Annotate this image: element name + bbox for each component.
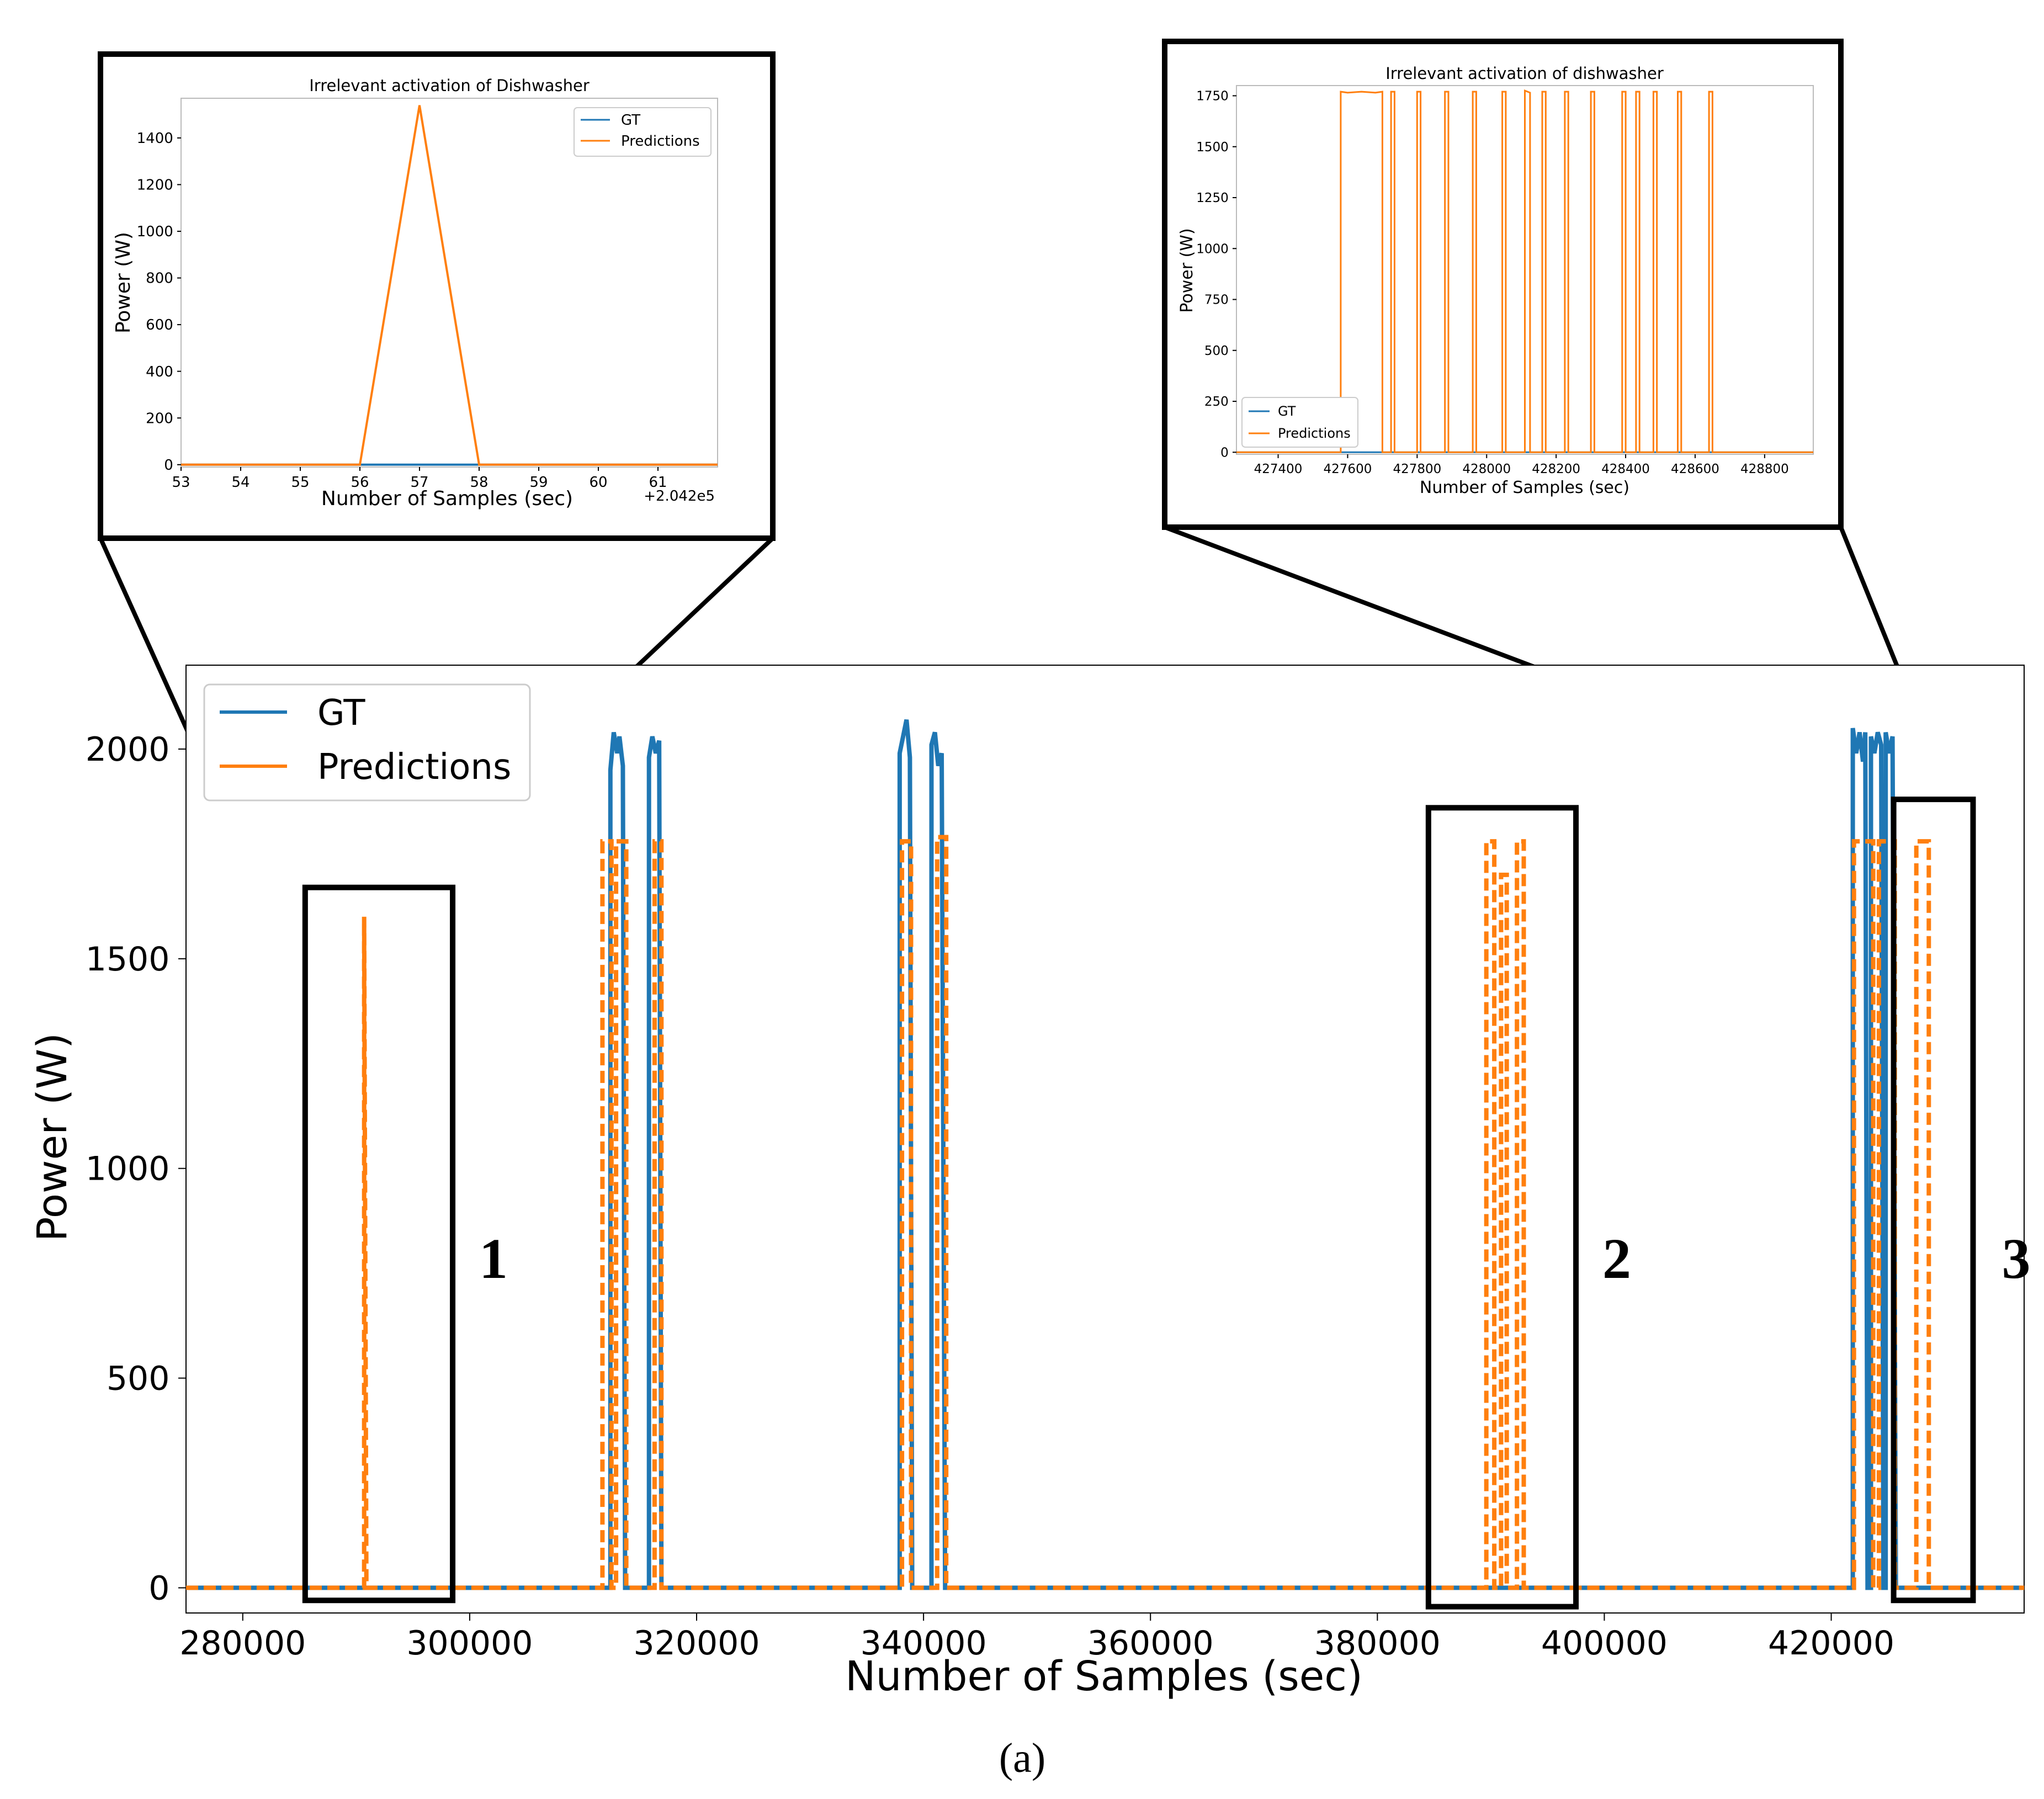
main-plot-area	[185, 665, 2025, 1614]
main-x-tick-label: 360000	[1087, 1624, 1214, 1663]
inset-2-x-tick-label: 428200	[1532, 462, 1580, 476]
inset-2: 427400 427600 427800 428000 428200 428400 4286…	[1162, 39, 1844, 530]
inset-1-x-tick-label: 57	[410, 474, 428, 491]
inset-1-x-tick-label: 61	[649, 474, 667, 491]
main-x-axis-label: Number of Samples (sec)	[845, 1653, 1363, 1700]
inset-1-x-tick-label: 56	[351, 474, 369, 491]
inset-1-title: Irrelevant activation of Dishwasher	[309, 76, 590, 95]
main-series-predictions	[186, 835, 2024, 1590]
inset-2-x-tick-label: 427400	[1254, 462, 1303, 476]
inset-1-x-axis-label: Number of Samples (sec)	[321, 487, 573, 510]
inset-2-legend-predictions-label: Predictions	[1278, 426, 1351, 441]
inset-1-y-tick-label: 1200	[137, 177, 173, 194]
inset-1-y-axis-label: Power (W)	[112, 232, 135, 333]
inset-2-y-tick-label: 250	[1204, 395, 1229, 409]
inset-2-y-tick-label: 500	[1204, 344, 1229, 358]
inset-2-y-axis-label: Power (W)	[1177, 228, 1197, 312]
main-y-tick-label: 0	[148, 1569, 169, 1607]
inset-1-legend-gt-label: GT	[621, 112, 640, 129]
inset-2-x-tick-label: 428400	[1601, 462, 1650, 476]
main-x-tick-label: 420000	[1768, 1624, 1894, 1663]
inset-1: 53 54 55 56 57 58 59 60 61 0 200 400 600 800 1000 1200…	[98, 51, 776, 541]
inset-1-x-tick-label: 60	[589, 474, 607, 491]
inset-2-x-axis-label: Number of Samples (sec)	[1420, 478, 1629, 497]
highlight-box-label-2: 2	[1602, 1227, 1631, 1291]
inset-2-y-tick-label: 1250	[1196, 191, 1229, 205]
inset-2-y-tick-label: 0	[1220, 445, 1229, 460]
inset-1-x-tick-label: 53	[172, 474, 190, 491]
inset-2-legend-gt-label: GT	[1278, 404, 1296, 419]
highlight-box-2	[1425, 805, 1579, 1610]
inset-2-title: Irrelevant activation of dishwasher	[1385, 64, 1664, 83]
inset-2-x-tick-label: 427600	[1324, 462, 1372, 476]
inset-2-y-tick-label: 750	[1204, 293, 1229, 307]
inset-1-legend-predictions-label: Predictions	[621, 133, 700, 150]
inset-1-y-tick-label: 0	[164, 457, 173, 474]
main-x-tick-label: 340000	[861, 1624, 987, 1663]
inset-2-x-tick-label: 427800	[1393, 462, 1441, 476]
highlight-box-label-3: 3	[2002, 1227, 2031, 1291]
inset-2-y-tick-label: 1750	[1196, 89, 1229, 104]
inset-1-y-tick-label: 400	[146, 364, 173, 380]
main-x-tick-label: 380000	[1314, 1624, 1441, 1663]
main-legend-gt-label: GT	[317, 693, 365, 734]
highlight-box-1	[302, 884, 456, 1604]
main-legend: GT Predictions	[203, 683, 531, 802]
highlight-box-label-1: 1	[479, 1227, 508, 1291]
inset-1-legend: GT Predictions	[574, 107, 712, 157]
main-y-axis-label: Power (W)	[29, 1033, 76, 1241]
inset-1-series-predictions	[181, 105, 718, 466]
inset-2-legend: GT Predictions	[1241, 397, 1358, 448]
inset-1-x-tick-label: 54	[231, 474, 249, 491]
inset-1-y-tick-label: 600	[146, 317, 173, 333]
main-y-tick-label: 1500	[86, 940, 170, 979]
main-x-tick-label: 280000	[179, 1624, 306, 1663]
main-x-tick-label: 400000	[1541, 1624, 1668, 1663]
main-y-tick-label: 1000	[86, 1150, 170, 1188]
inset-1-y-tick-label: 1000	[137, 224, 173, 240]
main-x-tick-label: 300000	[406, 1624, 533, 1663]
inset-2-y-tick-label: 1000	[1196, 242, 1229, 256]
inset-1-offset-label: +2.042e5	[644, 488, 715, 505]
main-y-tick-label: 500	[107, 1360, 170, 1398]
main-chart: 280000 300000 320000 340000 360000 380000 4000…	[29, 665, 2031, 1700]
main-y-tick-label: 2000	[86, 730, 170, 769]
inset-2-series-predictions	[1236, 89, 1813, 453]
inset-2-x-tick-label: 428600	[1671, 462, 1719, 476]
inset-2-legend-frame	[1241, 397, 1358, 448]
inset-2-x-tick-label: 428000	[1462, 462, 1511, 476]
inset-1-y-tick-label: 1400	[137, 130, 173, 147]
main-x-tick-label: 320000	[633, 1624, 760, 1663]
inset-1-y-tick-label: 200	[146, 410, 173, 427]
highlight-box-3	[1891, 797, 1976, 1604]
inset-2-y-tick-label: 1500	[1196, 140, 1229, 155]
inset-1-x-tick-label: 58	[470, 474, 488, 491]
inset-2-x-tick-label: 428800	[1740, 462, 1789, 476]
inset-1-x-tick-label: 55	[291, 474, 309, 491]
figure-caption: (a)	[999, 1735, 1045, 1781]
inset-1-y-tick-label: 800	[146, 270, 173, 287]
main-legend-predictions-label: Predictions	[317, 747, 511, 788]
inset-1-x-tick-label: 59	[529, 474, 548, 491]
